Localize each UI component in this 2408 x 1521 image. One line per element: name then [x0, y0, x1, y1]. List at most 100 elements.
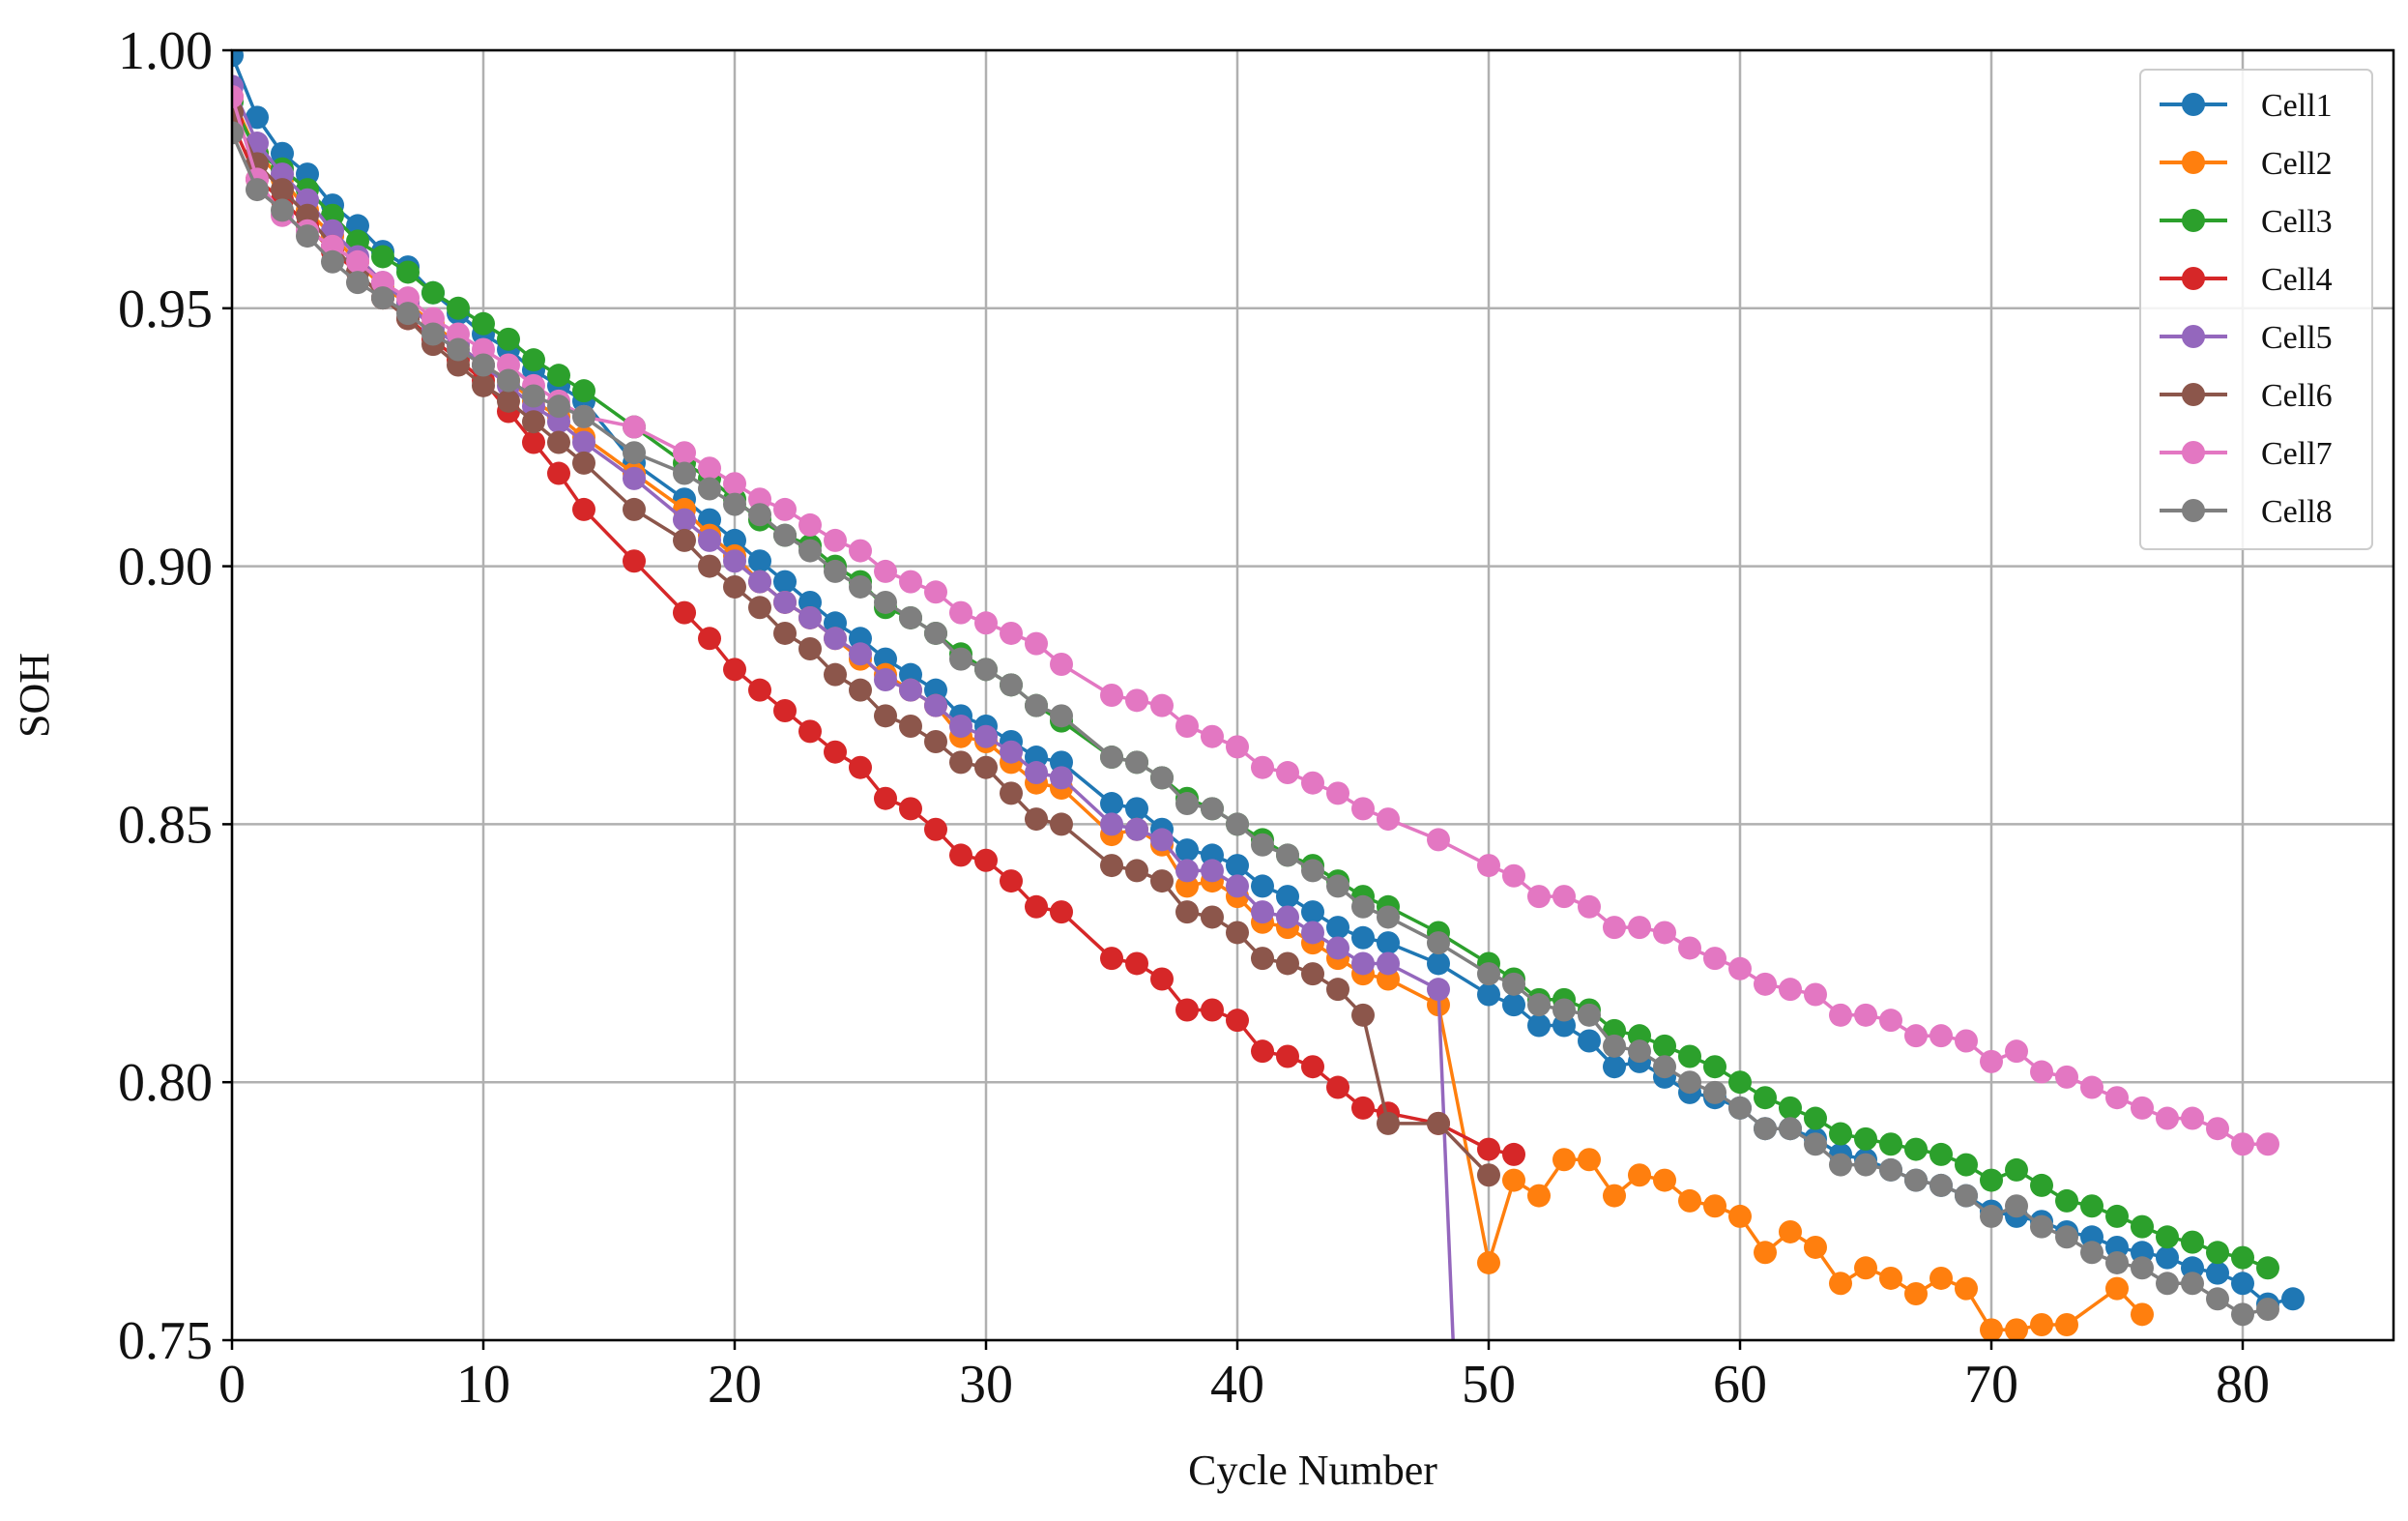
data-point — [1301, 1055, 1324, 1079]
data-point — [1754, 972, 1777, 996]
y-axis-title: SOH — [11, 653, 58, 738]
x-tick-label: 30 — [959, 1355, 1013, 1415]
data-point — [623, 549, 646, 573]
data-point — [1175, 998, 1199, 1022]
data-point — [773, 621, 797, 645]
data-point — [547, 395, 570, 419]
data-point — [1201, 797, 1224, 821]
data-point — [1829, 1272, 1852, 1296]
legend-marker — [2182, 499, 2205, 522]
data-point — [1100, 812, 1123, 836]
data-point — [1477, 962, 1500, 986]
data-point — [2131, 1302, 2154, 1327]
data-point — [497, 327, 520, 351]
data-point — [924, 693, 947, 717]
data-point — [824, 559, 847, 583]
data-point — [623, 497, 646, 521]
data-point — [1980, 1049, 2003, 1073]
data-point — [1251, 755, 1274, 779]
data-point — [271, 178, 294, 202]
data-point — [1301, 771, 1324, 795]
legend-marker — [2182, 209, 2205, 232]
data-point — [2080, 1194, 2103, 1218]
data-point — [1125, 797, 1148, 821]
data-point — [572, 430, 595, 454]
data-point — [572, 497, 595, 521]
data-point — [949, 647, 972, 671]
data-point — [1226, 1009, 1249, 1033]
data-point — [2256, 1132, 2279, 1156]
data-point — [1025, 761, 1048, 785]
data-point — [547, 461, 570, 485]
legend-label: Cell1 — [2261, 88, 2333, 124]
data-point — [899, 678, 922, 702]
data-point — [1854, 1153, 1877, 1177]
legend-label: Cell8 — [2261, 494, 2333, 530]
data-point — [2055, 1065, 2078, 1089]
series-line — [232, 111, 1491, 1177]
data-point — [1829, 1122, 1852, 1146]
data-point — [1251, 874, 1274, 898]
data-point — [2206, 1117, 2229, 1141]
data-point — [1653, 1168, 1676, 1192]
y-tick-label: 0.80 — [118, 1053, 213, 1113]
data-point — [773, 570, 797, 594]
data-point — [1175, 859, 1199, 883]
data-point — [2105, 1276, 2129, 1301]
data-point — [2231, 1272, 2254, 1296]
data-point — [1100, 746, 1123, 770]
data-point — [1226, 874, 1249, 898]
data-point — [1201, 998, 1224, 1022]
data-point — [924, 621, 947, 645]
data-point — [447, 337, 470, 362]
data-point — [1678, 1044, 1701, 1068]
data-point — [1276, 761, 1299, 785]
data-point — [1879, 1009, 1902, 1033]
legend-item: Cell2 — [2160, 146, 2333, 182]
data-point — [522, 410, 545, 434]
data-point — [1150, 967, 1174, 991]
data-point — [1175, 838, 1199, 863]
data-point — [1879, 1266, 1902, 1290]
data-point — [1502, 1168, 1525, 1192]
data-point — [2181, 1272, 2204, 1296]
x-tick-label: 10 — [456, 1355, 510, 1415]
data-point — [1955, 1153, 1978, 1177]
data-point — [899, 797, 922, 821]
data-point — [1125, 750, 1148, 775]
data-point — [1728, 956, 1752, 980]
data-point — [899, 605, 922, 629]
data-point — [1326, 916, 1349, 940]
x-tick-label: 60 — [1713, 1355, 1767, 1415]
data-point — [798, 719, 822, 744]
legend-box — [2139, 69, 2373, 550]
data-point — [849, 678, 872, 702]
data-point — [522, 384, 545, 408]
data-point — [1527, 1184, 1551, 1208]
data-point — [2156, 1272, 2179, 1296]
data-point — [1000, 621, 1023, 645]
data-point — [232, 121, 244, 145]
data-point — [1427, 1111, 1450, 1135]
data-point — [1201, 859, 1224, 883]
data-point — [2105, 1250, 2129, 1274]
data-point — [2181, 1106, 2204, 1130]
legend-label: Cell3 — [2261, 204, 2333, 240]
data-point — [623, 441, 646, 465]
legend-label: Cell5 — [2261, 320, 2333, 356]
data-point — [1100, 947, 1123, 971]
data-point — [472, 311, 495, 336]
axis-ticks: 0 10 20 30 40 50 60 70 80 0.75 0.80 0.85 0.90 0.95 1.0… — [118, 21, 2270, 1415]
legend-item: Cell5 — [2160, 320, 2333, 356]
data-point — [1854, 1256, 1877, 1280]
data-point — [572, 404, 595, 428]
data-point — [798, 605, 822, 629]
data-point — [2206, 1261, 2229, 1285]
data-point — [2030, 1060, 2053, 1084]
data-point — [1301, 921, 1324, 945]
data-point — [1552, 1148, 1576, 1172]
data-point — [1980, 1168, 2003, 1192]
data-point — [572, 451, 595, 475]
data-point — [1552, 998, 1576, 1022]
